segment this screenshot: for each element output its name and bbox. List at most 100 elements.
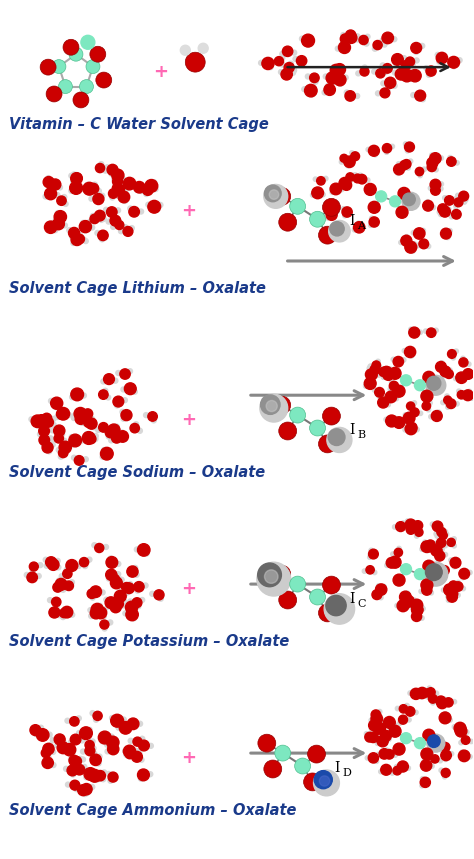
- Circle shape: [328, 429, 345, 446]
- Circle shape: [139, 189, 144, 193]
- Circle shape: [124, 383, 136, 394]
- Circle shape: [456, 586, 460, 591]
- Circle shape: [84, 768, 97, 780]
- Circle shape: [374, 729, 378, 734]
- Circle shape: [102, 626, 107, 631]
- Circle shape: [443, 544, 447, 548]
- Circle shape: [264, 570, 278, 583]
- Circle shape: [337, 71, 342, 76]
- Circle shape: [63, 201, 68, 206]
- Circle shape: [134, 572, 139, 577]
- Circle shape: [426, 407, 431, 411]
- Circle shape: [121, 410, 132, 421]
- Circle shape: [448, 155, 452, 160]
- Circle shape: [461, 372, 465, 376]
- Circle shape: [85, 773, 90, 778]
- Text: B: B: [357, 430, 365, 440]
- Circle shape: [441, 400, 445, 405]
- Circle shape: [405, 235, 409, 239]
- Circle shape: [414, 569, 425, 580]
- Circle shape: [133, 565, 137, 570]
- Circle shape: [119, 598, 124, 603]
- Circle shape: [441, 205, 446, 210]
- Circle shape: [395, 562, 399, 566]
- Circle shape: [138, 209, 144, 214]
- Circle shape: [419, 605, 424, 609]
- Circle shape: [441, 588, 446, 592]
- Circle shape: [426, 695, 430, 699]
- Circle shape: [70, 780, 80, 790]
- Circle shape: [396, 206, 408, 218]
- Circle shape: [441, 742, 450, 752]
- Circle shape: [71, 772, 75, 777]
- Circle shape: [435, 699, 439, 704]
- Circle shape: [65, 782, 71, 787]
- Circle shape: [83, 182, 96, 195]
- Circle shape: [398, 721, 402, 725]
- Circle shape: [84, 790, 89, 795]
- Circle shape: [430, 546, 435, 551]
- Circle shape: [393, 752, 397, 758]
- Circle shape: [371, 713, 383, 725]
- Circle shape: [56, 565, 61, 570]
- Circle shape: [91, 746, 96, 751]
- Circle shape: [313, 79, 318, 84]
- Circle shape: [100, 620, 109, 629]
- Circle shape: [344, 90, 349, 95]
- Circle shape: [72, 174, 82, 183]
- Circle shape: [46, 175, 51, 180]
- Circle shape: [306, 42, 310, 47]
- Circle shape: [109, 556, 113, 561]
- Circle shape: [94, 210, 105, 221]
- Circle shape: [445, 369, 453, 379]
- Circle shape: [405, 149, 410, 153]
- Circle shape: [379, 749, 390, 759]
- Circle shape: [387, 737, 391, 741]
- Circle shape: [103, 545, 109, 550]
- Circle shape: [439, 747, 444, 752]
- Circle shape: [421, 606, 425, 611]
- Circle shape: [144, 192, 149, 197]
- Circle shape: [378, 722, 382, 727]
- Circle shape: [82, 237, 86, 242]
- Circle shape: [83, 457, 88, 462]
- Circle shape: [328, 209, 332, 213]
- Circle shape: [369, 720, 380, 731]
- Circle shape: [435, 158, 439, 162]
- Circle shape: [83, 417, 94, 428]
- Circle shape: [423, 689, 431, 697]
- Circle shape: [264, 185, 288, 208]
- Circle shape: [76, 716, 82, 721]
- Circle shape: [376, 359, 380, 363]
- Circle shape: [129, 226, 134, 230]
- Circle shape: [107, 736, 119, 748]
- Circle shape: [368, 201, 380, 213]
- Circle shape: [56, 448, 61, 453]
- Circle shape: [447, 591, 452, 595]
- Circle shape: [392, 419, 396, 423]
- Circle shape: [385, 564, 389, 568]
- Circle shape: [362, 65, 367, 70]
- Text: +: +: [181, 749, 196, 767]
- Circle shape: [395, 69, 407, 80]
- Circle shape: [428, 546, 433, 551]
- Circle shape: [54, 425, 65, 436]
- Circle shape: [414, 710, 418, 715]
- Circle shape: [108, 424, 120, 436]
- Circle shape: [381, 366, 392, 377]
- Circle shape: [264, 185, 281, 202]
- Circle shape: [447, 598, 451, 602]
- Circle shape: [280, 62, 285, 67]
- Circle shape: [36, 574, 41, 578]
- Circle shape: [94, 187, 99, 192]
- Circle shape: [364, 41, 369, 46]
- Circle shape: [97, 754, 102, 759]
- Circle shape: [185, 52, 205, 72]
- Circle shape: [409, 159, 413, 163]
- Circle shape: [379, 770, 383, 774]
- Circle shape: [359, 35, 368, 45]
- Circle shape: [465, 393, 470, 398]
- Circle shape: [76, 564, 81, 569]
- Circle shape: [36, 415, 48, 427]
- Circle shape: [313, 177, 318, 181]
